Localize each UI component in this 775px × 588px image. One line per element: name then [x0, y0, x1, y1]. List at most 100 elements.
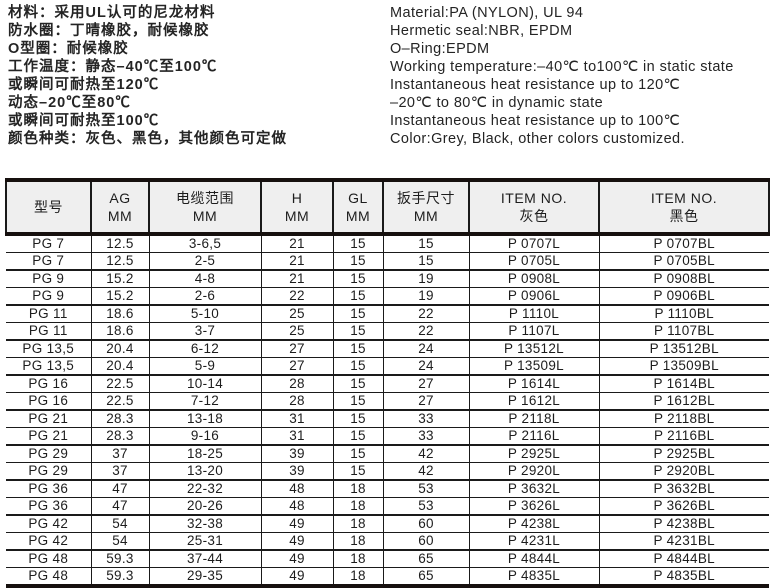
table-cell: P 4835L — [468, 567, 599, 587]
table-cell: 27 — [260, 339, 333, 358]
table-cell: 22 — [382, 322, 469, 340]
product-spec-table: 型号 AG MM 电缆范围 MM H MM GL MM 扳手尺寸 MM ITEM NO. 灰色 ITEM … — [5, 178, 770, 588]
spec-line-english: Color:Grey, Black, other colors customiz… — [390, 131, 685, 147]
table-cell: 18 — [332, 532, 383, 550]
table-row: PG 29 37 13-20 39 15 42 P 2920L P 2920BL — [6, 462, 769, 480]
table-row: PG 13,5 20.4 6-12 27 15 24 P 13512L P 13512BL — [6, 339, 769, 358]
table-cell: P 0908L — [468, 269, 599, 288]
table-cell: P 1110L — [468, 304, 599, 323]
spec-text-english: Material:PA (NYLON), UL 94 Hermetic seal:… — [390, 4, 734, 148]
column-header-line1: AG — [109, 190, 131, 206]
table-cell: 48 — [260, 497, 333, 515]
table-cell: 4-8 — [148, 269, 261, 288]
column-header: 型号 — [5, 180, 92, 236]
table-row: PG 36 47 22-32 48 18 53 P 3632L P 3632BL — [6, 479, 769, 498]
table-cell: PG 21 — [6, 427, 91, 445]
table-cell: 12.5 — [90, 252, 149, 270]
spec-text-chinese: 材料：采用UL认可的尼龙材料 防水圈：丁晴橡胶，耐候橡胶 O型圈：耐候橡胶 工作温度：… — [8, 4, 287, 148]
spec-line-chinese: O型圈：耐候橡胶 — [8, 41, 129, 57]
table-row: PG 42 54 25-31 49 18 60 P 4231L P 4231BL — [6, 532, 769, 550]
table-cell: 15 — [332, 339, 383, 358]
table-cell: P 4231L — [468, 532, 599, 550]
table-cell: P 0705L — [468, 252, 599, 270]
table-cell: 27 — [382, 392, 469, 410]
table-cell: PG 42 — [6, 514, 91, 533]
spec-line-chinese: 材料：采用UL认可的尼龙材料 — [8, 5, 216, 21]
table-cell: P 0707BL — [598, 233, 769, 253]
table-cell: P 1612L — [468, 392, 599, 410]
table-row: PG 16 22.5 10-14 28 15 27 P 1614L P 1614BL — [6, 374, 769, 393]
table-cell: P 3626BL — [598, 497, 769, 515]
table-cell: 15 — [332, 374, 383, 393]
table-cell: 27 — [382, 374, 469, 393]
table-cell: PG 13,5 — [6, 357, 91, 375]
table-cell: 21 — [260, 269, 333, 288]
table-cell: 2-5 — [148, 252, 261, 270]
table-cell: P 2116L — [468, 427, 599, 445]
table-cell: P 4238L — [468, 514, 599, 533]
table-cell: 15 — [332, 392, 383, 410]
table-cell: 54 — [90, 532, 149, 550]
table-cell: 18.6 — [90, 322, 149, 340]
table-cell: P 1107L — [468, 322, 599, 340]
table-cell: P 0707L — [468, 233, 599, 253]
table-cell: 15 — [332, 252, 383, 270]
table-cell: 42 — [382, 444, 469, 463]
table-row: PG 48 59.3 37-44 49 18 65 P 4844L P 4844BL — [6, 549, 769, 568]
column-header-line1: ITEM NO. — [500, 190, 568, 206]
column-header-line2: 黑色 — [669, 208, 699, 224]
table-cell: 28 — [260, 392, 333, 410]
spec-line-chinese: 颜色种类：灰色、黑色，其他颜色可定做 — [8, 131, 287, 147]
table-row: PG 13,5 20.4 5-9 27 15 24 P 13509L P 13509BL — [6, 357, 769, 375]
table-cell: 24 — [382, 339, 469, 358]
table-cell: PG 9 — [6, 269, 91, 288]
table-cell: 29-35 — [148, 567, 261, 587]
table-cell: 53 — [382, 497, 469, 515]
table-cell: 22 — [260, 287, 333, 305]
table-cell: PG 21 — [6, 409, 91, 428]
table-cell: 15 — [332, 269, 383, 288]
table-cell: 31 — [260, 409, 333, 428]
table-cell: PG 29 — [6, 444, 91, 463]
table-cell: P 1614L — [468, 374, 599, 393]
table-row: PG 29 37 18-25 39 15 42 P 2925L P 2925BL — [6, 444, 769, 463]
table-cell: 18 — [332, 497, 383, 515]
table-cell: 60 — [382, 532, 469, 550]
table-row: PG 16 22.5 7-12 28 15 27 P 1612L P 1612BL — [6, 392, 769, 410]
table-cell: PG 42 — [6, 532, 91, 550]
table-cell: 15 — [332, 444, 383, 463]
table-cell: P 1107BL — [598, 322, 769, 340]
table-cell: 32-38 — [148, 514, 261, 533]
column-header: ITEM NO. 灰色 — [468, 180, 600, 236]
table-cell: 27 — [260, 357, 333, 375]
table-cell: PG 7 — [6, 252, 91, 270]
column-header-line1: 电缆范围 — [176, 190, 234, 206]
table-cell: P 3632L — [468, 479, 599, 498]
column-header-line2: MM — [345, 208, 371, 224]
spec-line-english: Material:PA (NYLON), UL 94 — [390, 5, 584, 21]
column-header: 电缆范围 MM — [148, 180, 262, 236]
table-cell: 7-12 — [148, 392, 261, 410]
column-header-line2: MM — [107, 208, 133, 224]
table-cell: P 4835BL — [598, 567, 769, 587]
table-cell: 10-14 — [148, 374, 261, 393]
table-cell: 18.6 — [90, 304, 149, 323]
table-cell: 15 — [382, 233, 469, 253]
table-cell: PG 36 — [6, 497, 91, 515]
table-cell: 53 — [382, 479, 469, 498]
table-cell: P 0705BL — [598, 252, 769, 270]
table-cell: P 13512BL — [598, 339, 769, 358]
spec-line-chinese: 工作温度：静态–40℃至100℃ — [8, 59, 218, 75]
table-row: PG 11 18.6 5-10 25 15 22 P 1110L P 1110BL — [6, 304, 769, 323]
table-cell: P 2116BL — [598, 427, 769, 445]
table-cell: P 2920L — [468, 462, 599, 480]
table-cell: P 1612BL — [598, 392, 769, 410]
table-cell: 15 — [332, 304, 383, 323]
spec-line-english: Instantaneous heat resistance up to 100℃ — [390, 113, 681, 129]
table-row: PG 11 18.6 3-7 25 15 22 P 1107L P 1107BL — [6, 322, 769, 340]
table-cell: 39 — [260, 462, 333, 480]
column-header-line2: MM — [284, 208, 310, 224]
table-cell: 47 — [90, 497, 149, 515]
table-cell: 49 — [260, 532, 333, 550]
